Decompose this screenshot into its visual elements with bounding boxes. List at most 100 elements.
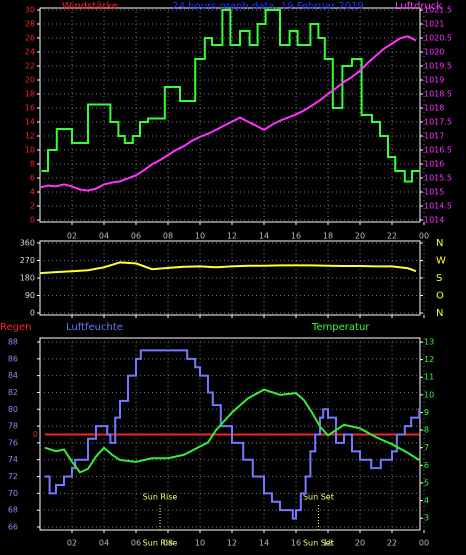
x-tick-label: 10: [195, 232, 205, 241]
y-tick-label: 0: [30, 309, 35, 318]
plot-frame: [39, 7, 421, 223]
series-label: Luftdruck: [395, 1, 442, 12]
y2-tick-label: 1020.5: [424, 34, 452, 43]
y2-tick-label: 1014.5: [424, 202, 452, 211]
y2-tick-label: 1014: [424, 216, 444, 225]
y2-tick-label: 1021.5: [424, 6, 452, 15]
x-tick-label: 12: [227, 232, 237, 241]
y2-tick-label: 3: [424, 514, 429, 523]
x-tick-label: 18: [323, 539, 333, 548]
y2-tick-label: 10: [424, 390, 434, 399]
y2-tick-label: W: [436, 256, 446, 267]
x-tick-label: 04: [99, 232, 109, 241]
y-tick-label: 86: [8, 354, 18, 363]
y2-tick-label: N: [436, 238, 443, 249]
x-tick-label: 20: [355, 232, 365, 241]
y-tick-label: 24: [25, 48, 35, 57]
y2-tick-label: 8: [424, 426, 429, 435]
y-tick-label: 22: [25, 62, 35, 71]
y2-tick-label: 11: [424, 373, 434, 382]
y2-tick-label: 1019: [424, 76, 444, 85]
chart-title: 24 hours graph data, 19 Februar 2019: [172, 1, 363, 12]
x-tick-label: 00: [419, 232, 429, 241]
y-tick-label: 30: [25, 6, 35, 15]
y-tick-label: 76: [8, 438, 18, 447]
y-tick-label: 18: [25, 90, 35, 99]
x-tick-label: 08: [163, 232, 173, 241]
y2-tick-label: 1019.5: [424, 62, 452, 71]
x-tick-label: 18: [323, 232, 333, 241]
x-tick-label: 22: [387, 232, 397, 241]
y-tick-label: 68: [8, 506, 18, 515]
y-tick-label: 66: [8, 523, 18, 532]
y-tick-label: 6: [30, 174, 35, 183]
y2-tick-label: 4: [424, 496, 429, 505]
y-tick-label: 70: [8, 489, 18, 498]
annotation: Sun Rise: [143, 493, 178, 502]
y2-tick-label: 13: [424, 338, 434, 347]
x-tick-label: 10: [195, 539, 205, 548]
series-line: [44, 388, 420, 474]
x-tick-label: 16: [291, 232, 301, 241]
series-label: Regen: [0, 322, 32, 333]
y2-tick-label: 9: [424, 408, 429, 417]
y-tick-label: 8: [30, 160, 35, 169]
y-tick-label: 78: [8, 422, 18, 431]
x-tick-label: 22: [387, 539, 397, 548]
x-tick-label: 08: [163, 539, 173, 548]
x-tick-label: 20: [355, 539, 365, 548]
y2-tick-label: 1021: [424, 20, 444, 29]
y-tick-label: 90: [25, 291, 35, 300]
x-tick-label: 06: [131, 232, 141, 241]
y2-tick-label: 1015.5: [424, 174, 452, 183]
x-tick-label: 00: [419, 539, 429, 548]
y2-tick-label: 1017.5: [424, 118, 452, 127]
series-line: [41, 9, 420, 183]
y2-tick-label: 1015: [424, 188, 444, 197]
y-tick-label: 80: [8, 405, 18, 414]
x-tick-label: 14: [259, 232, 269, 241]
y2-tick-label: 7: [424, 443, 429, 452]
series-label: Windstärke: [62, 1, 118, 12]
x-tick-label: 16: [291, 539, 301, 548]
y2-tick-label: 1016: [424, 160, 444, 169]
y-tick-label: 4: [30, 188, 35, 197]
y3-tick-label: 0: [33, 430, 38, 439]
y-tick-label: 180: [20, 274, 35, 283]
y2-tick-label: O: [436, 291, 444, 302]
y2-tick-label: 1016.5: [424, 146, 452, 155]
x-tick-label: 02: [67, 539, 77, 548]
x-tick-label: 04: [99, 539, 109, 548]
y-tick-label: 28: [25, 20, 35, 29]
y2-tick-label: 1017: [424, 132, 444, 141]
annotation-bottom: Sun Set: [303, 539, 334, 548]
x-tick-label: 14: [259, 539, 269, 548]
y-tick-label: 88: [8, 338, 18, 347]
y-tick-label: 360: [20, 239, 35, 248]
series-line: [39, 35, 417, 192]
y2-tick-label: S: [436, 273, 442, 284]
y-tick-label: 84: [8, 371, 18, 380]
series-label: Temperatur: [311, 322, 370, 333]
y-tick-label: 20: [25, 76, 35, 85]
y-tick-label: 14: [25, 118, 35, 127]
y-tick-label: 72: [8, 472, 18, 481]
y-tick-label: 10: [25, 146, 35, 155]
x-tick-label: 06: [131, 539, 141, 548]
y-tick-label: 2: [30, 202, 35, 211]
x-tick-label: 12: [227, 539, 237, 548]
y2-tick-label: 5: [424, 478, 429, 487]
y-tick-label: 74: [8, 455, 18, 464]
y-tick-label: 26: [25, 34, 35, 43]
y-tick-label: 270: [20, 256, 35, 265]
y-tick-label: 82: [8, 388, 18, 397]
y2-tick-label: 6: [424, 461, 429, 470]
series-line: [44, 349, 421, 520]
y2-tick-label: 12: [424, 355, 434, 364]
y2-tick-label: N: [436, 308, 443, 319]
x-tick-label: 02: [67, 232, 77, 241]
y2-tick-label: 1018: [424, 104, 444, 113]
y-tick-label: 16: [25, 104, 35, 113]
y2-tick-label: 1018.5: [424, 90, 452, 99]
